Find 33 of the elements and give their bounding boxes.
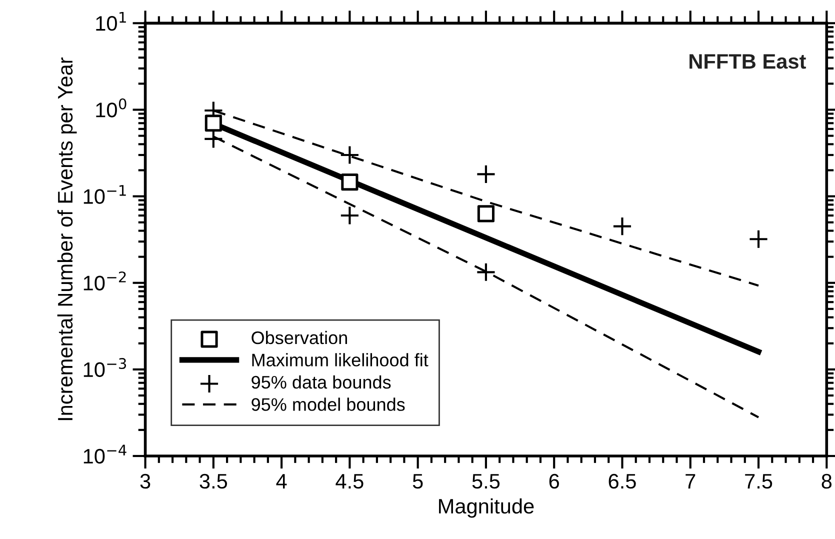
point [477,205,495,222]
point [476,262,496,282]
x-tick-label: 6 [549,474,559,489]
point [340,145,360,165]
y-tick-label: 10$^{−4}$ [84,444,126,464]
legend-label: Maximum likelihood fit [252,353,428,366]
legend-label: Observation [252,330,347,344]
annotation: NFFTB East [690,54,806,69]
legend-label: 95% model bounds [252,398,405,411]
x-tick-label: 4.5 [336,474,364,489]
legend-label: 95% data bounds [252,375,391,389]
y-tick-label: 10$^{−1}$ [84,185,126,204]
x-tick-label: 7.5 [745,474,772,489]
point [340,206,360,226]
x-tick-label: 5.5 [472,474,500,489]
y-axis-title: Incremental Number of Events per Year [57,58,77,420]
point [612,216,632,236]
point [341,174,358,191]
x-axis-title: Magnitude [439,498,534,518]
x-tick-label: 6.5 [608,474,636,489]
x-tick-label: 4 [276,474,287,488]
y-tick-label: 10$^{−2}$ [84,271,126,290]
x-tick-label: 3.5 [200,474,228,489]
y-tick-label: 10$^{−3}$ [84,358,126,378]
x-tick-label: 5 [412,474,423,489]
point [204,114,222,132]
point [748,229,768,249]
x-tick-label: 8 [822,474,832,489]
point [476,164,496,184]
y-tick-label: 10$^{0}$ [96,98,126,118]
x-tick-label: 3 [140,474,150,489]
y-tick-label: 10$^{1}$ [96,12,126,31]
x-tick-label: 7 [686,474,696,488]
